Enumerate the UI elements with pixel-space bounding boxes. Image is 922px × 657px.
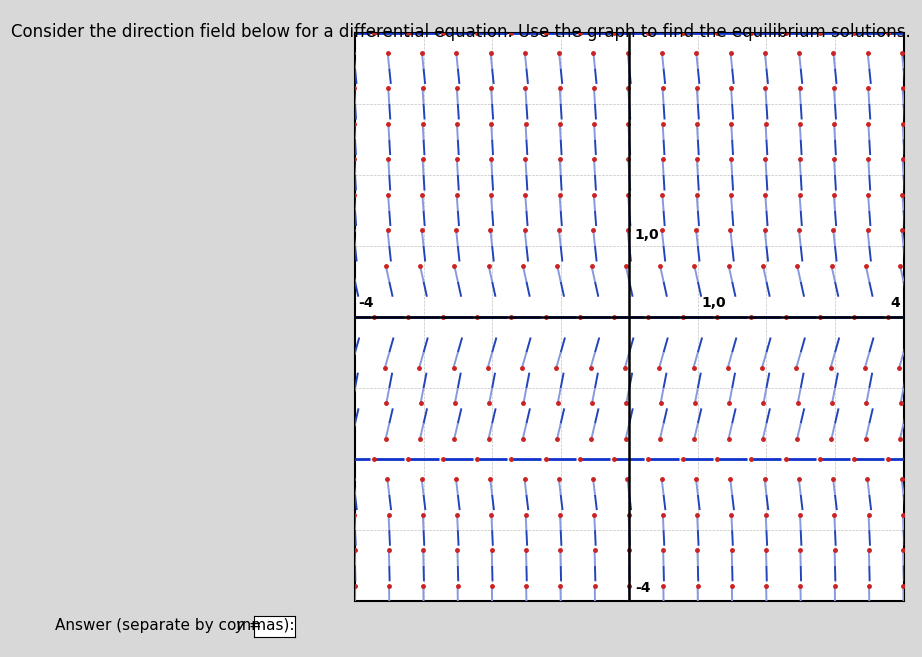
Text: 1,0: 1,0 [634, 229, 659, 242]
Text: -4: -4 [359, 296, 374, 310]
Text: -4: -4 [634, 581, 650, 595]
Text: 4: 4 [891, 296, 900, 310]
Text: Answer (separate by commas):: Answer (separate by commas): [55, 618, 295, 633]
Text: Consider the direction field below for a differential equation. Use the graph to: Consider the direction field below for a… [11, 23, 911, 41]
Text: y =: y = [235, 618, 262, 633]
Text: 1,0: 1,0 [702, 296, 726, 310]
